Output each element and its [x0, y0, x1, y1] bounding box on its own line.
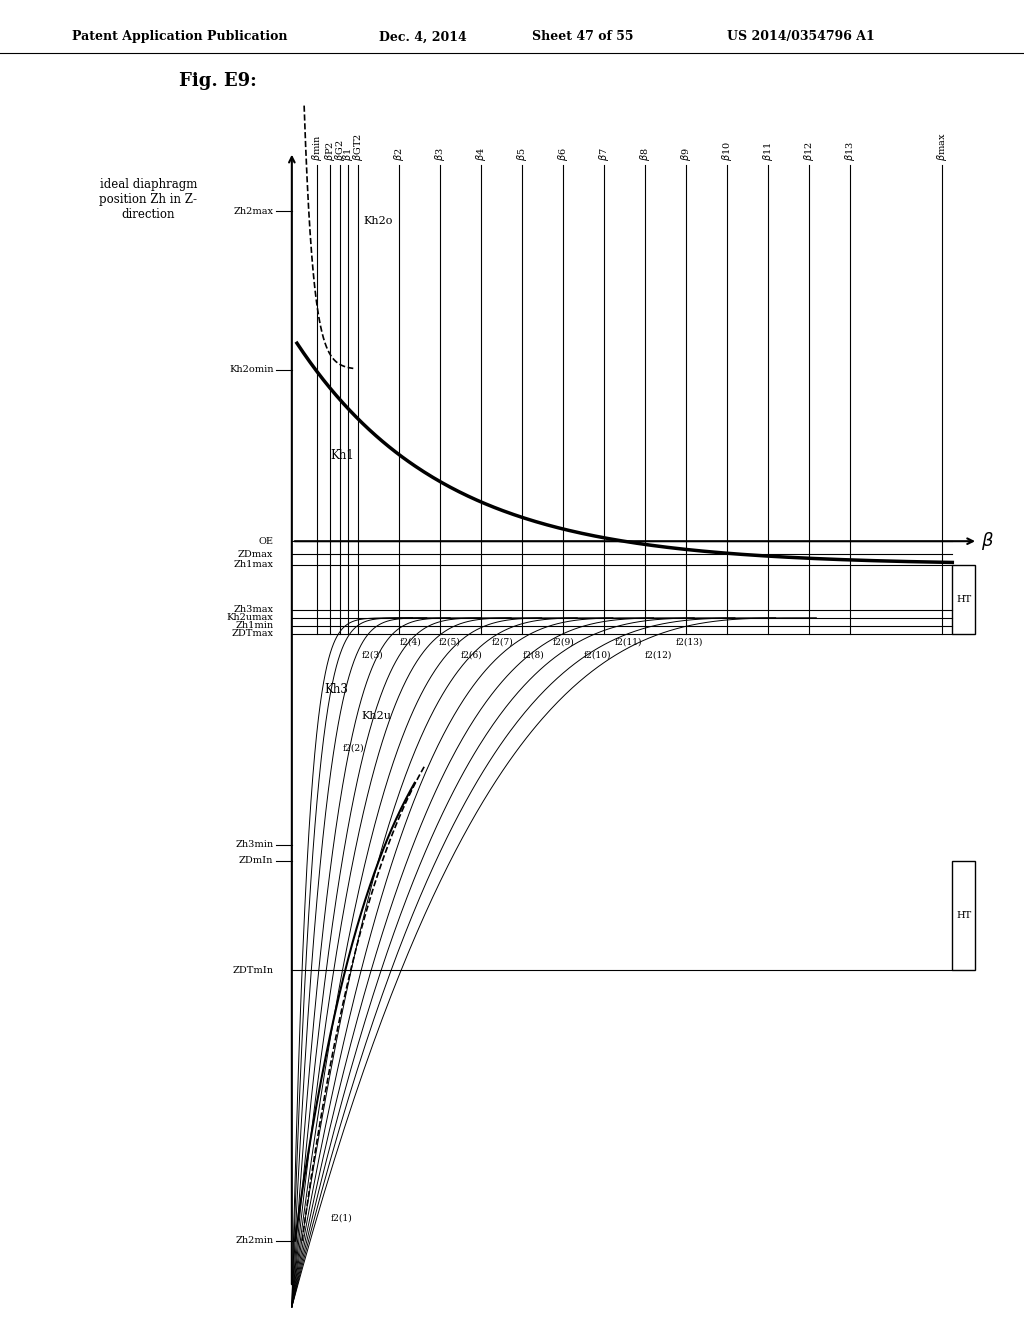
Text: $\beta$GT2: $\beta$GT2: [351, 133, 366, 161]
Text: Kh2u: Kh2u: [361, 711, 391, 722]
Text: $\beta$1: $\beta$1: [341, 148, 355, 161]
Text: Fig. E9:: Fig. E9:: [179, 71, 257, 90]
Text: $\beta$13: $\beta$13: [843, 141, 857, 161]
Text: ZDTmIn: ZDTmIn: [232, 966, 273, 974]
Text: $\beta$10: $\beta$10: [720, 141, 734, 161]
Text: $\beta$8: $\beta$8: [638, 148, 652, 161]
Text: ZDmIn: ZDmIn: [239, 857, 273, 865]
Text: Kh2o: Kh2o: [364, 216, 393, 227]
Text: Dec. 4, 2014: Dec. 4, 2014: [379, 30, 467, 44]
Text: f2(10): f2(10): [584, 651, 611, 660]
Text: Zh1max: Zh1max: [233, 561, 273, 569]
Text: $\beta$max: $\beta$max: [935, 132, 949, 161]
Text: f2(11): f2(11): [614, 638, 642, 647]
Text: Zh3max: Zh3max: [233, 606, 273, 614]
Text: HT: HT: [956, 595, 971, 603]
Text: Kh2umax: Kh2umax: [226, 614, 273, 622]
Text: Sheet 47 of 55: Sheet 47 of 55: [532, 30, 634, 44]
Text: f2(9): f2(9): [553, 638, 574, 647]
Text: $\beta$P2: $\beta$P2: [323, 141, 337, 161]
Text: f2(3): f2(3): [361, 651, 383, 660]
Text: Kh2omin: Kh2omin: [229, 366, 273, 374]
Text: OE: OE: [258, 537, 273, 545]
Text: f2(6): f2(6): [461, 651, 482, 660]
Text: $\beta$2: $\beta$2: [392, 148, 407, 161]
Text: ZDmax: ZDmax: [238, 550, 273, 558]
Text: $\beta$: $\beta$: [981, 531, 994, 552]
Text: f2(5): f2(5): [438, 638, 460, 647]
Text: Kh3: Kh3: [325, 682, 348, 696]
Text: Zh2max: Zh2max: [233, 207, 273, 215]
Text: $\beta$5: $\beta$5: [515, 148, 529, 161]
Text: $\beta$11: $\beta$11: [761, 141, 775, 161]
Text: $\beta$G2: $\beta$G2: [333, 140, 347, 161]
Text: f2(8): f2(8): [522, 651, 544, 660]
Text: $\beta$4: $\beta$4: [474, 147, 488, 161]
Text: $\beta$12: $\beta$12: [802, 141, 816, 161]
Text: f2(13): f2(13): [676, 638, 703, 647]
Text: ideal diaphragm
position Zh in Z-
direction: ideal diaphragm position Zh in Z- direct…: [99, 178, 198, 222]
Text: $\beta$9: $\beta$9: [679, 148, 693, 161]
Text: f2(2): f2(2): [343, 743, 365, 752]
Text: f2(1): f2(1): [331, 1213, 352, 1222]
Text: Zh2min: Zh2min: [236, 1237, 273, 1245]
Text: Kh1: Kh1: [331, 449, 354, 462]
Text: US 2014/0354796 A1: US 2014/0354796 A1: [727, 30, 874, 44]
Text: f2(12): f2(12): [645, 651, 673, 660]
Text: Patent Application Publication: Patent Application Publication: [72, 30, 287, 44]
Text: $\beta$min: $\beta$min: [310, 135, 325, 161]
Text: HT: HT: [956, 911, 971, 920]
Text: $\beta$3: $\beta$3: [433, 148, 447, 161]
Text: Zh1min: Zh1min: [236, 622, 273, 630]
Text: $\beta$7: $\beta$7: [597, 148, 611, 161]
Text: ZDTmax: ZDTmax: [231, 630, 273, 638]
Text: Zh3min: Zh3min: [236, 841, 273, 849]
Text: $\beta$6: $\beta$6: [556, 148, 570, 161]
Text: f2(7): f2(7): [492, 638, 513, 647]
Text: f2(4): f2(4): [399, 638, 421, 647]
